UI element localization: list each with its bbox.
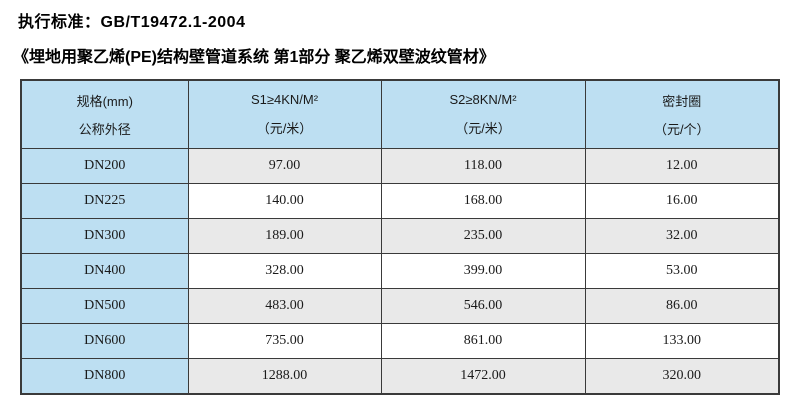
seal-price-cell: 32.00 — [584, 218, 780, 254]
header-s1: S1≥4KN/M² （元/米） — [187, 79, 382, 149]
header-spec: 规格(mm) 公称外径 — [20, 79, 189, 149]
table-row: DN600 735.00 861.00 133.00 — [20, 323, 780, 359]
s2-price-cell: 399.00 — [380, 253, 586, 289]
header-spec-line1: 规格(mm) — [76, 93, 133, 109]
s2-price-cell: 168.00 — [380, 183, 586, 219]
table-row: DN300 189.00 235.00 32.00 — [20, 218, 780, 254]
header-row: 规格(mm) 公称外径 S1≥4KN/M² （元/米） S2≥8KN/M² （元… — [20, 79, 780, 149]
s2-price-cell: 546.00 — [380, 288, 586, 324]
header-seal-line2: （元/个） — [653, 122, 710, 138]
table-row: DN225 140.00 168.00 16.00 — [20, 183, 780, 219]
s2-price-cell: 1472.00 — [380, 358, 586, 394]
header-seal-line1: 密封圈 — [662, 93, 702, 109]
s2-price-cell: 861.00 — [380, 323, 586, 359]
s1-price-cell: 97.00 — [187, 148, 382, 184]
s2-price-cell: 118.00 — [380, 148, 586, 184]
pipe-price-table: 规格(mm) 公称外径 S1≥4KN/M² （元/米） S2≥8KN/M² （元… — [20, 79, 780, 395]
header-spec-line2: 公称外径 — [78, 122, 131, 138]
seal-price-cell: 133.00 — [584, 323, 780, 359]
s1-price-cell: 483.00 — [187, 288, 382, 324]
header-s2-line1: S2≥8KN/M² — [449, 92, 517, 107]
seal-price-cell: 86.00 — [584, 288, 780, 324]
page: 执行标准：GB/T19472.1-2004 《埋地用聚乙烯(PE)结构壁管道系统… — [0, 8, 800, 400]
header-s2-line2: （元/米） — [455, 121, 511, 136]
s2-price-cell: 235.00 — [380, 218, 586, 254]
spec-cell: DN400 — [20, 253, 189, 289]
table-row: DN500 483.00 546.00 86.00 — [20, 288, 780, 324]
spec-cell: DN800 — [20, 358, 189, 394]
spec-cell: DN225 — [20, 183, 189, 219]
s1-price-cell: 189.00 — [187, 218, 382, 254]
header-s1-line1: S1≥4KN/M² — [250, 92, 319, 107]
seal-price-cell: 53.00 — [584, 253, 780, 289]
header-seal: 密封圈 （元/个） — [584, 79, 780, 149]
seal-price-cell: 12.00 — [584, 148, 780, 184]
spec-cell: DN200 — [20, 148, 189, 184]
seal-price-cell: 320.00 — [584, 358, 780, 394]
standard-title: 执行标准：GB/T19472.1-2004 — [18, 14, 246, 31]
s1-price-cell: 140.00 — [187, 183, 382, 219]
spec-cell: DN300 — [20, 218, 189, 254]
standard-subtitle: 《埋地用聚乙烯(PE)结构壁管道系统 第1部分 聚乙烯双壁波纹管材》 — [13, 49, 495, 66]
header-s2: S2≥8KN/M² （元/米） — [380, 79, 586, 149]
s1-price-cell: 328.00 — [187, 253, 382, 289]
seal-price-cell: 16.00 — [584, 183, 780, 219]
s1-price-cell: 1288.00 — [187, 358, 382, 394]
table-row: DN800 1288.00 1472.00 320.00 — [20, 358, 780, 394]
s1-price-cell: 735.00 — [187, 323, 382, 359]
spec-cell: DN500 — [20, 288, 189, 324]
header-s1-line2: （元/米） — [256, 121, 313, 136]
table-row: DN400 328.00 399.00 53.00 — [20, 253, 780, 289]
table-row: DN200 97.00 118.00 12.00 — [20, 148, 780, 184]
spec-cell: DN600 — [20, 323, 189, 359]
